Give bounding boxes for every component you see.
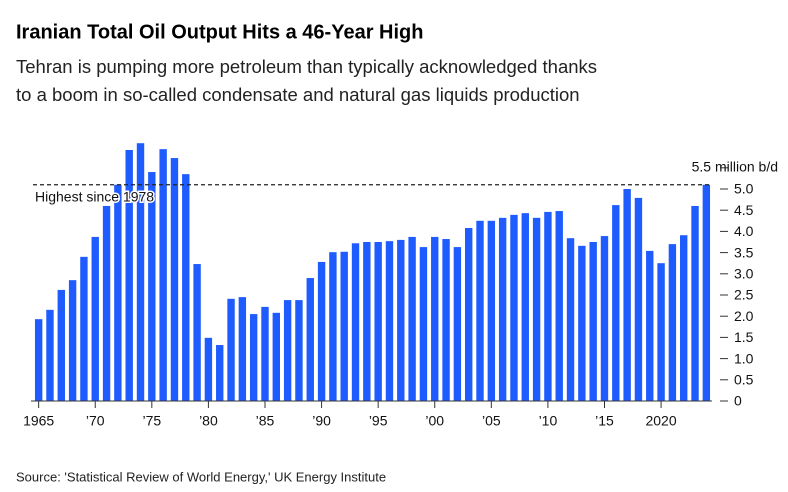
bar xyxy=(510,214,518,401)
bar xyxy=(532,217,541,401)
bar xyxy=(668,244,677,401)
bar xyxy=(317,261,326,401)
x-tick-label: ’10 xyxy=(539,413,558,429)
x-tick-label: ’75 xyxy=(142,413,161,429)
bar xyxy=(238,297,247,401)
bar xyxy=(612,205,620,401)
bar xyxy=(295,300,303,401)
bar xyxy=(680,235,688,401)
bar xyxy=(397,239,405,401)
bar xyxy=(249,314,258,401)
bar xyxy=(555,211,563,401)
bar xyxy=(57,289,65,401)
bar xyxy=(589,242,597,401)
bar xyxy=(453,247,462,401)
bar xyxy=(385,241,394,401)
subtitle: to a boom in so-called condensate and na… xyxy=(16,84,580,105)
x-tick-label: ’05 xyxy=(482,413,501,429)
y-tick-label: 3.5 xyxy=(734,244,754,260)
bar xyxy=(431,236,439,401)
bar xyxy=(329,252,337,401)
bar xyxy=(521,213,529,401)
bar xyxy=(80,256,88,401)
bar xyxy=(634,197,643,401)
bar xyxy=(419,247,428,401)
bar xyxy=(464,228,473,401)
y-tick-label: 4.0 xyxy=(734,223,754,239)
bar xyxy=(283,300,292,401)
x-tick-label: ’15 xyxy=(595,413,614,429)
x-tick-label: ’00 xyxy=(425,413,444,429)
y-tick-label: 0.5 xyxy=(734,372,754,388)
x-tick-label: ’80 xyxy=(199,413,218,429)
bar xyxy=(476,220,484,401)
bar xyxy=(68,280,77,401)
bar xyxy=(498,217,507,401)
bar xyxy=(578,245,586,401)
x-tick-label: ’85 xyxy=(256,413,275,429)
x-tick-label: 2020 xyxy=(645,413,676,429)
bar xyxy=(600,236,609,401)
bar xyxy=(351,243,360,401)
bar xyxy=(46,309,54,401)
bar xyxy=(125,149,133,401)
bar xyxy=(182,174,190,401)
y-tick-label: 4.5 xyxy=(734,202,754,218)
y-tick-label: 2.5 xyxy=(734,287,754,303)
y-tick-label: 0 xyxy=(734,393,742,409)
bar xyxy=(136,143,145,401)
bar xyxy=(623,189,631,401)
bar xyxy=(544,211,552,401)
bar xyxy=(102,205,111,401)
bar xyxy=(114,184,122,401)
y-tick-label: 1.0 xyxy=(734,350,754,366)
bar xyxy=(408,236,416,401)
bar xyxy=(216,345,224,401)
bar xyxy=(306,278,314,401)
x-tick-label: ’70 xyxy=(86,413,105,429)
bar xyxy=(646,250,654,401)
bar xyxy=(566,238,575,401)
bar xyxy=(204,337,213,401)
bar xyxy=(691,205,699,401)
x-tick-label: ’95 xyxy=(369,413,388,429)
source: Source: 'Statistical Review of World Ene… xyxy=(16,469,386,484)
bar xyxy=(363,242,371,401)
bar xyxy=(148,172,156,401)
bar xyxy=(272,312,281,401)
bar xyxy=(193,264,201,401)
y-tick-label: 3.0 xyxy=(734,266,754,282)
x-tick-label: 1965 xyxy=(23,413,54,429)
bar xyxy=(442,239,450,401)
bar xyxy=(227,298,235,401)
chart-title: Iranian Total Oil Output Hits a 46-Year … xyxy=(16,21,423,43)
bar xyxy=(159,149,167,401)
bar xyxy=(261,306,269,401)
y-tick-label: 1.5 xyxy=(734,329,754,345)
y-tick-label: 2.0 xyxy=(734,308,754,324)
bar xyxy=(374,242,382,401)
bar xyxy=(170,158,179,401)
bar xyxy=(657,263,665,401)
bar xyxy=(487,220,496,401)
annotation: Highest since 1978 xyxy=(35,188,154,204)
y-tick-label: 5.5 million b/d xyxy=(692,159,778,175)
subtitle: Tehran is pumping more petroleum than ty… xyxy=(16,56,597,77)
bar xyxy=(340,251,348,401)
bar xyxy=(34,319,43,401)
bar xyxy=(91,236,99,401)
bar xyxy=(702,184,711,401)
y-tick-label: 5.0 xyxy=(734,181,754,197)
x-tick-label: ’90 xyxy=(312,413,331,429)
